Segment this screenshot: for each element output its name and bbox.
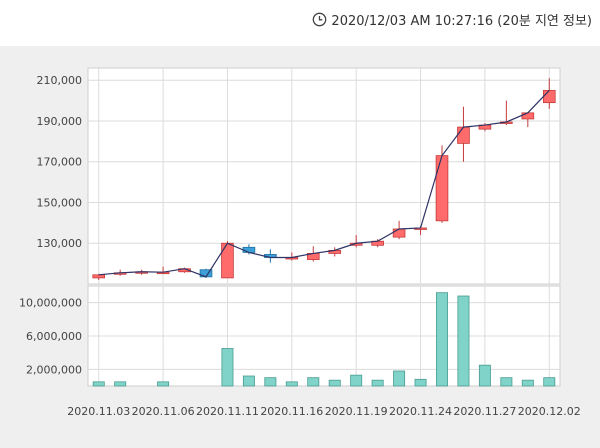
candle-body xyxy=(221,242,234,279)
volume-bar xyxy=(221,348,234,387)
volume-tick-label: 6,000,000 xyxy=(26,330,82,343)
volume-tick-label: 10,000,000 xyxy=(19,297,82,310)
volume-bar xyxy=(371,379,384,387)
timestamp-text: 2020/12/03 AM 10:27:16 (20분 지연 정보) xyxy=(331,14,592,29)
volume-bar xyxy=(478,364,491,387)
candle-body xyxy=(542,90,556,104)
volume-bar xyxy=(114,381,127,387)
volume-bar xyxy=(307,377,320,387)
volume-bar xyxy=(328,379,341,387)
volume-bar xyxy=(500,377,513,387)
chart-panel: 130,000 150,000 170,000 190,000 210,000 2,000… xyxy=(0,46,600,448)
date-tick-label: 2020.11.27 xyxy=(453,405,516,418)
volume-bar xyxy=(393,370,406,387)
date-tick-label: 2020.11.19 xyxy=(325,405,388,418)
price-tick-label: 150,000 xyxy=(37,196,83,209)
candle-body xyxy=(242,246,256,253)
volume-bar xyxy=(436,292,448,387)
candle-body xyxy=(92,274,106,279)
date-tick-label: 2020.11.03 xyxy=(67,405,130,418)
volume-bar xyxy=(242,375,255,387)
price-line xyxy=(98,90,550,278)
candle-body xyxy=(435,155,449,222)
date-tick-label: 2020.11.11 xyxy=(196,405,259,418)
date-tick-label: 2020.11.16 xyxy=(260,405,323,418)
volume-bar xyxy=(264,377,277,387)
candle-body xyxy=(457,126,470,144)
timestamp-bar: 2020/12/03 AM 10:27:16 (20분 지연 정보) xyxy=(312,10,592,29)
volume-bar xyxy=(457,295,470,387)
volume-bar xyxy=(543,377,556,387)
date-tick-label: 2020.11.24 xyxy=(389,405,452,418)
volume-bar xyxy=(157,381,170,387)
candle-body xyxy=(521,112,535,120)
date-tick-label: 2020.11.06 xyxy=(132,405,195,418)
price-tick-label: 190,000 xyxy=(37,115,83,128)
clock-icon xyxy=(313,12,327,27)
volume-bar xyxy=(285,381,298,387)
price-tick-label: 130,000 xyxy=(37,237,83,250)
price-tick-label: 210,000 xyxy=(37,74,83,87)
stock-chart: 130,000 150,000 170,000 190,000 210,000 2,000… xyxy=(19,67,581,418)
volume-bar xyxy=(414,378,427,387)
volume-bar xyxy=(350,374,363,387)
price-tick-label: 170,000 xyxy=(37,156,83,169)
volume-bar xyxy=(92,381,105,387)
price-plot-area xyxy=(87,67,561,285)
volume-tick-label: 2,000,000 xyxy=(26,363,82,376)
date-tick-label: 2020.12.02 xyxy=(518,405,581,418)
candle-body xyxy=(392,228,406,238)
volume-bar xyxy=(521,379,534,387)
